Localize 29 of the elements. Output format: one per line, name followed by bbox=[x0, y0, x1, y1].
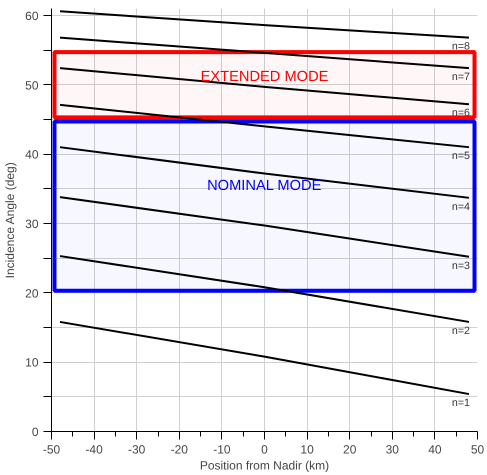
x-tick-label: -10 bbox=[213, 442, 231, 456]
y-tick-label: 50 bbox=[25, 78, 39, 92]
y-tick-label: 30 bbox=[25, 216, 39, 231]
series-label: n=3 bbox=[452, 260, 470, 272]
y-tick-label: 20 bbox=[25, 286, 39, 300]
x-tick-label: 30 bbox=[386, 442, 400, 456]
x-tick-label: 40 bbox=[428, 442, 442, 456]
series-label: n=4 bbox=[452, 200, 470, 213]
series-label: n=2 bbox=[452, 324, 470, 337]
x-tick-label: 10 bbox=[300, 442, 314, 456]
y-axis-title: Incidence Angle (deg) bbox=[3, 162, 18, 278]
series-label: n=7 bbox=[452, 71, 470, 84]
y-tick-label: 60 bbox=[25, 8, 39, 23]
y-tick-label: 10 bbox=[25, 356, 39, 370]
y-tick-label: 0 bbox=[32, 425, 39, 439]
x-tick-label: 0 bbox=[261, 442, 268, 456]
x-axis-title: Position from Nadir (km) bbox=[200, 458, 330, 472]
x-tick-label: 50 bbox=[470, 442, 484, 456]
series-label: n=5 bbox=[452, 150, 470, 162]
series-label: n=1 bbox=[452, 397, 470, 410]
band-label: EXTENDED MODE bbox=[200, 68, 329, 85]
band-label: NOMINAL MODE bbox=[207, 178, 322, 194]
x-tick-label: -20 bbox=[170, 442, 188, 456]
x-tick-label: -50 bbox=[42, 442, 60, 456]
series-label: n=8 bbox=[452, 40, 470, 53]
y-tick-label: 40 bbox=[25, 148, 39, 162]
x-tick-label: 20 bbox=[343, 442, 357, 456]
x-tick-label: -40 bbox=[85, 442, 104, 456]
x-tick-label: -30 bbox=[128, 442, 146, 456]
